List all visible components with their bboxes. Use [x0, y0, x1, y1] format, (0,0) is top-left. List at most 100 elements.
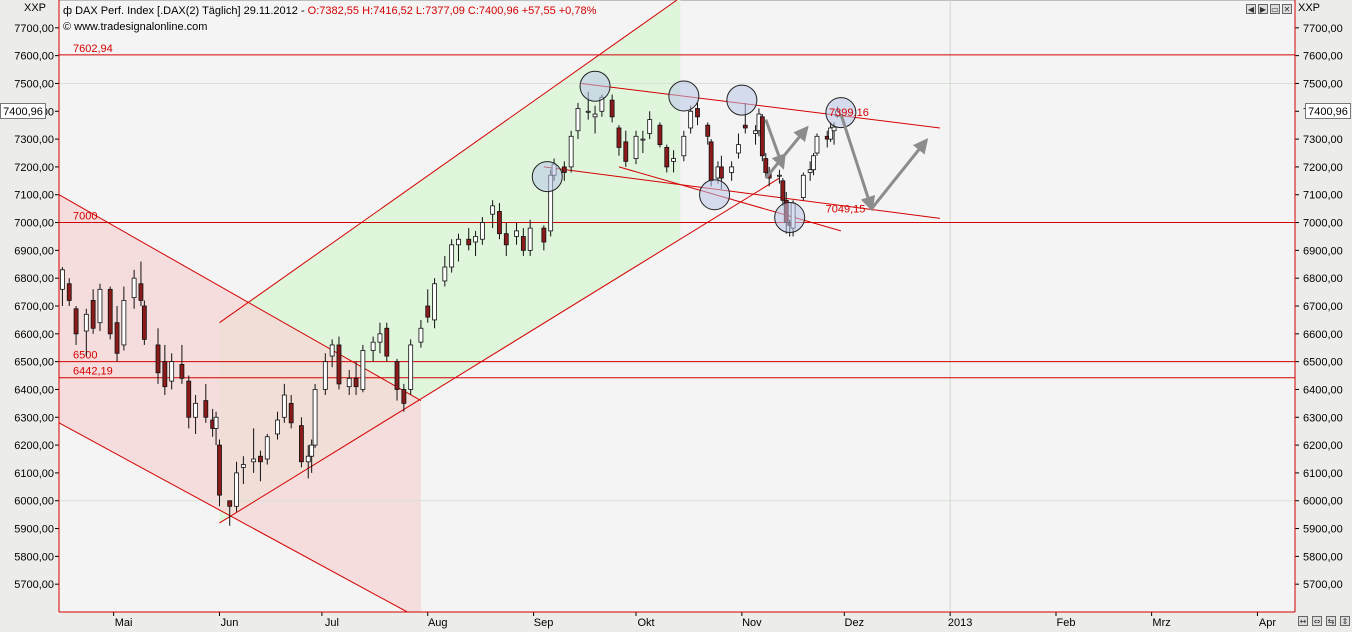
y-tick-label-right: 6600,00 — [1303, 329, 1343, 341]
candle — [299, 417, 304, 468]
axis-label-right[interactable]: XXP — [1298, 2, 1321, 14]
x-tick-label: Jul — [325, 617, 339, 629]
close-change: C:7400,96 +57,55 +0,78% — [468, 5, 597, 17]
level-label: 6442,19 — [73, 366, 113, 378]
y-tick-label-right: 6100,00 — [1303, 468, 1343, 480]
candle — [90, 289, 96, 334]
y-tick-label-left: 6500,00 — [14, 357, 54, 369]
chart-settings-icon[interactable]: ⇆ — [1326, 616, 1336, 626]
trendline-green-channel-lower — [219, 177, 780, 524]
candle-body — [288, 402, 294, 424]
candle — [527, 219, 533, 256]
forecast-arrow — [839, 113, 876, 212]
candle-body — [370, 341, 376, 351]
candle — [312, 383, 318, 448]
candle-body — [73, 308, 79, 335]
candle — [251, 428, 257, 473]
y-tick-label-left: 6100,00 — [14, 468, 54, 480]
trendline-green-channel-upper — [219, 0, 678, 324]
candle — [623, 130, 629, 167]
candle — [671, 150, 676, 173]
candle-body — [664, 147, 670, 168]
candle — [780, 178, 786, 206]
candle-body — [609, 99, 615, 118]
forecast-arrow — [764, 125, 809, 179]
candle-body — [162, 361, 168, 388]
y-tick-label-left: 7100,00 — [14, 190, 54, 202]
axis-label-left[interactable]: XXP — [24, 2, 47, 14]
candle-body — [251, 458, 257, 463]
candle — [432, 278, 437, 329]
y-tick-label-right: 6500,00 — [1303, 357, 1343, 369]
candle — [288, 395, 294, 429]
candle — [370, 336, 376, 362]
y-tick-label-right: 5700,00 — [1303, 579, 1343, 591]
candle-body — [299, 425, 304, 463]
candle — [97, 283, 103, 332]
scroll-left-icon[interactable]: ◀ — [1246, 4, 1256, 14]
candle-body — [305, 455, 311, 463]
candle-body — [408, 344, 414, 390]
candle-body — [107, 288, 113, 335]
candle-body — [520, 236, 526, 251]
candle-body — [561, 166, 567, 173]
candle — [811, 153, 816, 176]
candle — [309, 439, 315, 473]
ohlc-values: O:7382,55 H:7416,52 L:7377,09 — [308, 5, 465, 17]
candle — [138, 261, 144, 306]
candle — [131, 269, 137, 309]
candle-body — [568, 135, 574, 168]
zoom-out-icon[interactable]: ⇔ — [1312, 616, 1322, 626]
candle-body — [114, 322, 120, 354]
x-tick-label: Aug — [428, 617, 448, 629]
candle-body — [503, 233, 509, 246]
candle-body — [688, 110, 694, 129]
restore-icon[interactable]: ▭ — [1270, 4, 1280, 14]
candle-body — [401, 389, 407, 404]
y-tick-label-right: 5800,00 — [1303, 551, 1343, 563]
candle-body — [131, 277, 137, 299]
close-icon[interactable]: ✕ — [1282, 4, 1292, 14]
y-tick-label-left: 7200,00 — [14, 162, 54, 174]
y-tick-label-left: 6900,00 — [14, 245, 54, 257]
zoom-in-icon[interactable]: ↔ — [1298, 616, 1308, 626]
candle — [258, 450, 263, 482]
y-tick-label-left: 6400,00 — [14, 384, 54, 396]
candle-body — [811, 155, 816, 171]
candle-body — [527, 227, 533, 251]
last-price-left: 7400,96 — [0, 103, 46, 119]
candle-body — [640, 138, 646, 141]
candle — [759, 114, 765, 162]
candle-body — [60, 269, 65, 290]
candle-body — [616, 127, 622, 148]
candle-body — [384, 327, 390, 357]
y-tick-label-right: 6400,00 — [1303, 384, 1343, 396]
candle-body — [377, 333, 383, 343]
copyright-text: © www.tradesignalonline.com — [63, 21, 207, 33]
pan-icon[interactable]: ⇕ — [1340, 616, 1350, 626]
candle — [107, 286, 113, 340]
candle-body — [346, 377, 352, 388]
value-annotation: 7049,15 — [826, 203, 866, 215]
y-tick-label-left: 5800,00 — [14, 551, 54, 563]
candle-body — [83, 313, 89, 332]
scroll-right-icon[interactable]: ▶ — [1258, 4, 1268, 14]
candle-body — [681, 135, 687, 157]
candle — [275, 411, 280, 440]
candle — [227, 500, 233, 526]
candle — [155, 328, 161, 384]
highlight-circle — [579, 70, 611, 102]
candle — [592, 105, 598, 134]
candle-body — [234, 472, 239, 507]
candle — [73, 306, 79, 345]
y-tick-label-right: 7100,00 — [1303, 190, 1343, 202]
candle — [729, 161, 735, 181]
candle — [360, 344, 366, 393]
candle — [568, 130, 574, 173]
candle-body — [708, 141, 714, 182]
candle-body — [623, 141, 629, 162]
candle — [169, 353, 175, 390]
y-tick-label-right: 7600,00 — [1303, 51, 1343, 63]
candle-body — [592, 113, 598, 118]
candle-body — [800, 174, 806, 198]
